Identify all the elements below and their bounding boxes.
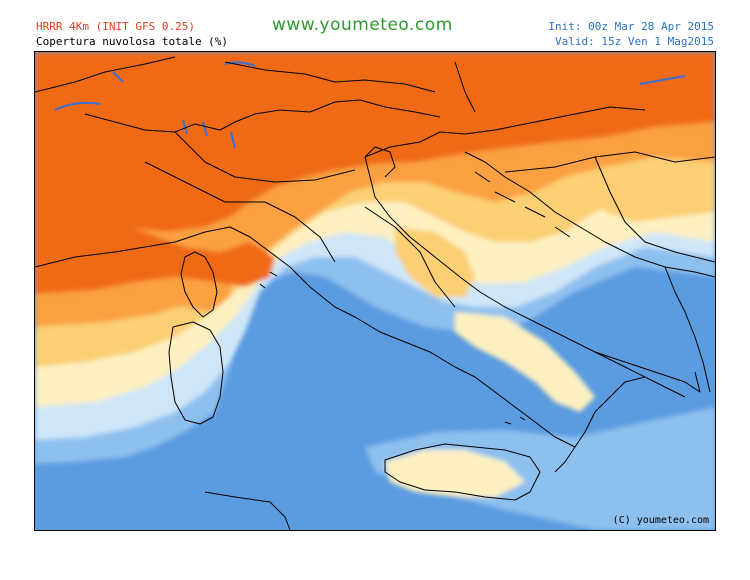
lake-como <box>202 121 208 137</box>
coast-corsica <box>180 251 218 318</box>
coast-liguria <box>174 226 271 253</box>
coast-french-riviera <box>35 241 176 268</box>
border-italy-regional-3 <box>264 201 336 263</box>
coast-adriatic-east <box>464 151 715 278</box>
islands-aeolian <box>504 416 526 425</box>
init-time-label: Init: 00z Mar 28 Apr 2015 <box>548 20 714 33</box>
border-switzerland-italy <box>84 109 281 133</box>
light-cloud-italy-south <box>455 312 595 412</box>
lake-neuchatel <box>112 71 124 83</box>
lakes <box>54 61 686 149</box>
mid-cloud-italy-central <box>395 227 475 297</box>
border-italy-regional-4 <box>364 206 456 308</box>
borders-coastlines <box>35 56 715 530</box>
border-austria-italy <box>279 99 441 118</box>
border-austria-germany <box>224 61 436 93</box>
cloud-cover-map: (C) youmeteo.com <box>34 51 716 531</box>
model-title: HRRR 4Km (INIT GFS 0.25) <box>36 20 195 33</box>
coast-calabria-south <box>554 446 576 473</box>
border-france-switzerland <box>35 56 176 93</box>
border-italy-regional-2 <box>144 161 265 203</box>
coast-calabria <box>574 376 646 448</box>
coast-puglia <box>594 351 701 393</box>
lake-maggiore <box>182 119 188 135</box>
coast-africa <box>204 491 291 530</box>
border-austria-hungary <box>454 61 476 113</box>
map-subtitle: Copertura nuvolosa totale (%) <box>36 35 229 48</box>
croatian-islands <box>474 171 571 238</box>
coast-albania <box>664 266 711 393</box>
lake-constance <box>224 61 256 67</box>
coast-istria <box>364 146 396 178</box>
map-canvas <box>35 52 715 530</box>
low-cover-patch-south <box>365 407 715 530</box>
coast-sardinia <box>168 321 224 425</box>
border-bosnia-serbia <box>594 156 715 263</box>
coast-sicily <box>384 443 541 501</box>
lake-balaton <box>639 75 686 85</box>
islands-tuscan <box>259 271 278 289</box>
light-cloud-sicily <box>385 450 525 497</box>
coast-tyrrhenian <box>269 251 576 448</box>
overcast-alps-west <box>35 212 275 294</box>
border-croatia-hungary <box>494 106 646 131</box>
coast-adriatic-west <box>364 156 686 398</box>
overcast-band <box>35 52 715 232</box>
border-italy-regional-north <box>174 131 356 183</box>
border-slovenia <box>364 129 496 158</box>
lake-geneva <box>54 101 101 111</box>
copyright-label: (C) youmeteo.com <box>612 515 709 526</box>
site-url-link[interactable]: www.youmeteo.com <box>272 15 453 35</box>
valid-time-label: Valid: 15z Ven 1 Mag2015 <box>555 35 714 48</box>
border-balkans-inner <box>504 151 715 173</box>
lake-garda <box>230 131 236 149</box>
